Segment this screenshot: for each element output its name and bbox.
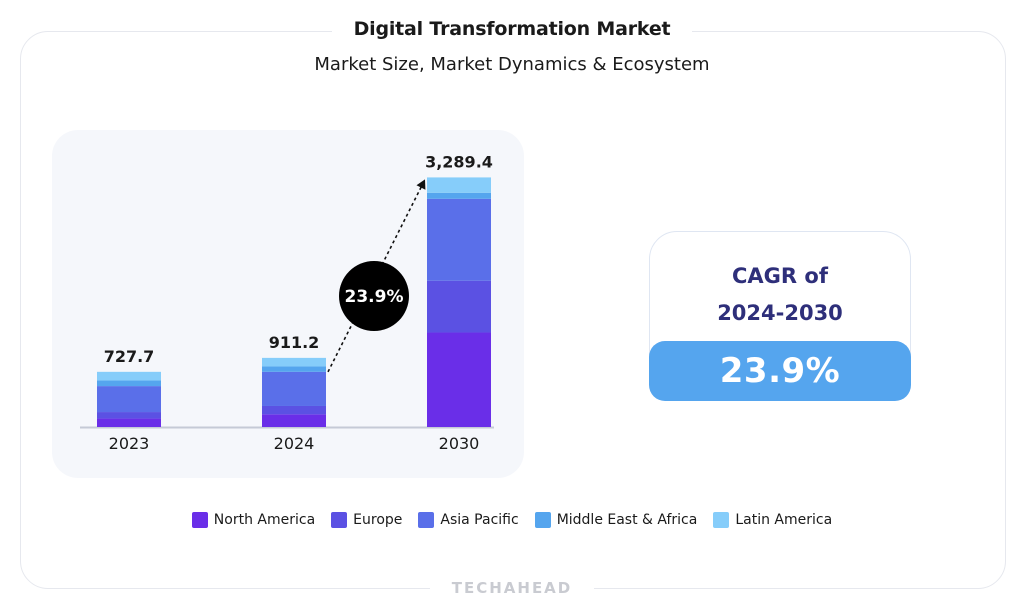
legend-item: Middle East & Africa xyxy=(534,512,698,528)
total-label-2030: 3,289.4 xyxy=(425,152,493,171)
legend-label: North America xyxy=(213,512,316,528)
bar-2023-asia-pacific xyxy=(97,386,161,413)
legend-label: Europe xyxy=(353,512,403,528)
bar-2023-europe xyxy=(97,412,161,419)
legend-item: Asia Pacific xyxy=(418,512,519,528)
chart-legend: North America Europe Asia Pacific Middle Ea… xyxy=(0,512,1024,528)
bar-2023-middle-east-africa xyxy=(97,380,161,387)
legend-label: Asia Pacific xyxy=(440,512,519,528)
bar-2024-north-america xyxy=(262,414,326,427)
legend-swatch xyxy=(418,512,435,528)
legend-item: Europe xyxy=(331,512,402,528)
bar-2030-latin-america xyxy=(427,177,491,193)
bar-2030-asia-pacific xyxy=(427,198,491,281)
x-tick-label-2030: 2030 xyxy=(439,434,480,453)
cagr-bubble-label: 23.9% xyxy=(345,287,404,307)
x-tick-label-2024: 2024 xyxy=(274,434,315,453)
bar-2024-middle-east-africa xyxy=(262,366,326,372)
legend-swatch xyxy=(534,512,551,528)
x-tick-label-2023: 2023 xyxy=(109,434,150,453)
legend-label: Middle East & Africa xyxy=(556,512,698,528)
bar-2024-asia-pacific xyxy=(262,371,326,406)
chart-title: Digital Transformation Market xyxy=(331,18,693,40)
chart-subtitle: Market Size, Market Dynamics & Ecosystem xyxy=(314,54,710,75)
cagr-value-box: 23.9% xyxy=(649,341,911,401)
legend-swatch xyxy=(713,512,730,528)
cagr-title: CAGR of 2024-2030 xyxy=(717,264,843,325)
brand-logo: TECHAHEAD xyxy=(429,579,595,597)
chart-panel: 727.7 2023 911.2 2024 3,289.4 2030 23.9% xyxy=(52,130,524,478)
legend-label: Latin America xyxy=(735,512,833,528)
legend-item: North America xyxy=(191,512,316,528)
cagr-arrow-head xyxy=(416,179,426,190)
legend-item: Latin America xyxy=(713,512,832,528)
total-label-2023: 727.7 xyxy=(104,347,155,366)
bar-2030-europe xyxy=(427,280,491,333)
cagr-bubble xyxy=(339,261,409,331)
total-label-2024: 911.2 xyxy=(269,333,320,352)
cagr-card: CAGR of 2024-2030 23.9% xyxy=(649,231,911,401)
bar-2023-north-america xyxy=(97,418,161,427)
legend-swatch xyxy=(331,512,348,528)
bar-2023-latin-america xyxy=(97,371,161,381)
bar-2030-north-america xyxy=(427,332,491,427)
bar-2024-europe xyxy=(262,405,326,415)
cagr-value: 23.9% xyxy=(719,351,841,391)
legend-swatch xyxy=(191,512,208,528)
bar-2030-middle-east-africa xyxy=(427,192,491,199)
bar-2024-latin-america xyxy=(262,357,326,367)
stacked-bar-chart: 727.7 2023 911.2 2024 3,289.4 2030 23.9% xyxy=(80,152,494,453)
